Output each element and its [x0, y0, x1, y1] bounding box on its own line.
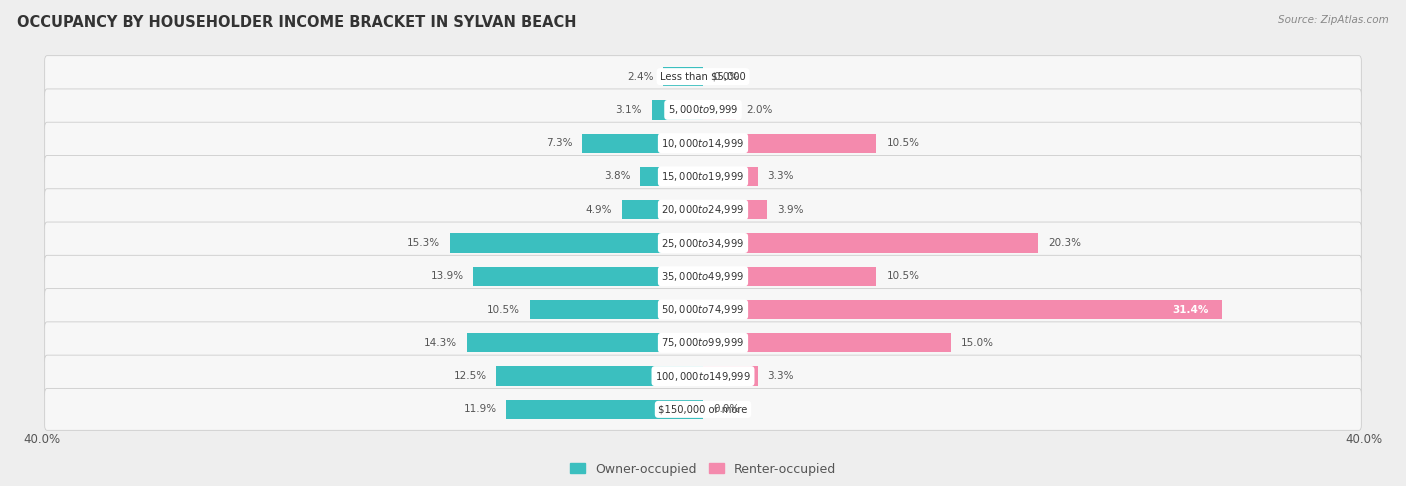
Bar	[703, 200, 768, 219]
Text: $20,000 to $24,999: $20,000 to $24,999	[661, 203, 745, 216]
Text: $50,000 to $74,999: $50,000 to $74,999	[661, 303, 745, 316]
Legend: Owner-occupied, Renter-occupied: Owner-occupied, Renter-occupied	[565, 457, 841, 481]
Text: Less than $5,000: Less than $5,000	[661, 71, 745, 82]
Text: 13.9%: 13.9%	[430, 271, 464, 281]
Text: 10.5%: 10.5%	[886, 138, 920, 148]
Text: 3.9%: 3.9%	[778, 205, 804, 215]
Text: 0.0%: 0.0%	[713, 71, 740, 82]
Bar	[703, 100, 737, 120]
Bar	[474, 267, 703, 286]
Text: $100,000 to $149,999: $100,000 to $149,999	[655, 369, 751, 382]
FancyBboxPatch shape	[45, 156, 1361, 197]
Bar	[703, 167, 758, 186]
Text: 12.5%: 12.5%	[454, 371, 486, 381]
Bar	[703, 134, 876, 153]
Text: $150,000 or more: $150,000 or more	[658, 404, 748, 415]
Text: 3.3%: 3.3%	[768, 172, 794, 181]
Text: 0.0%: 0.0%	[713, 404, 740, 415]
Bar	[582, 134, 703, 153]
FancyBboxPatch shape	[45, 189, 1361, 231]
FancyBboxPatch shape	[45, 222, 1361, 264]
Text: $5,000 to $9,999: $5,000 to $9,999	[668, 104, 738, 117]
Bar	[640, 167, 703, 186]
Text: $10,000 to $14,999: $10,000 to $14,999	[661, 137, 745, 150]
Text: 3.8%: 3.8%	[603, 172, 630, 181]
Bar	[450, 233, 703, 253]
Text: 2.0%: 2.0%	[747, 105, 772, 115]
Text: 11.9%: 11.9%	[464, 404, 496, 415]
Text: 15.0%: 15.0%	[960, 338, 994, 348]
Bar	[703, 300, 1222, 319]
Text: 3.3%: 3.3%	[768, 371, 794, 381]
Bar	[703, 333, 950, 352]
Bar	[703, 366, 758, 386]
Text: 15.3%: 15.3%	[408, 238, 440, 248]
FancyBboxPatch shape	[45, 355, 1361, 397]
Bar	[467, 333, 703, 352]
FancyBboxPatch shape	[45, 388, 1361, 430]
Text: 4.9%: 4.9%	[586, 205, 612, 215]
Text: 2.4%: 2.4%	[627, 71, 654, 82]
FancyBboxPatch shape	[45, 56, 1361, 98]
Text: 10.5%: 10.5%	[886, 271, 920, 281]
Text: 20.3%: 20.3%	[1049, 238, 1081, 248]
Text: 14.3%: 14.3%	[423, 338, 457, 348]
Bar	[621, 200, 703, 219]
Text: $75,000 to $99,999: $75,000 to $99,999	[661, 336, 745, 349]
Text: $15,000 to $19,999: $15,000 to $19,999	[661, 170, 745, 183]
Text: OCCUPANCY BY HOUSEHOLDER INCOME BRACKET IN SYLVAN BEACH: OCCUPANCY BY HOUSEHOLDER INCOME BRACKET …	[17, 15, 576, 30]
Text: Source: ZipAtlas.com: Source: ZipAtlas.com	[1278, 15, 1389, 25]
Bar	[530, 300, 703, 319]
Text: $35,000 to $49,999: $35,000 to $49,999	[661, 270, 745, 283]
Text: 10.5%: 10.5%	[486, 305, 520, 314]
Text: $25,000 to $34,999: $25,000 to $34,999	[661, 237, 745, 249]
FancyBboxPatch shape	[45, 89, 1361, 131]
Bar	[703, 233, 1039, 253]
Bar	[506, 399, 703, 419]
Bar	[496, 366, 703, 386]
FancyBboxPatch shape	[45, 122, 1361, 164]
Text: 7.3%: 7.3%	[546, 138, 572, 148]
FancyBboxPatch shape	[45, 289, 1361, 330]
FancyBboxPatch shape	[45, 255, 1361, 297]
Bar	[664, 67, 703, 87]
Text: 3.1%: 3.1%	[616, 105, 643, 115]
FancyBboxPatch shape	[45, 322, 1361, 364]
Bar	[652, 100, 703, 120]
Bar	[703, 267, 876, 286]
Text: 31.4%: 31.4%	[1173, 305, 1209, 314]
